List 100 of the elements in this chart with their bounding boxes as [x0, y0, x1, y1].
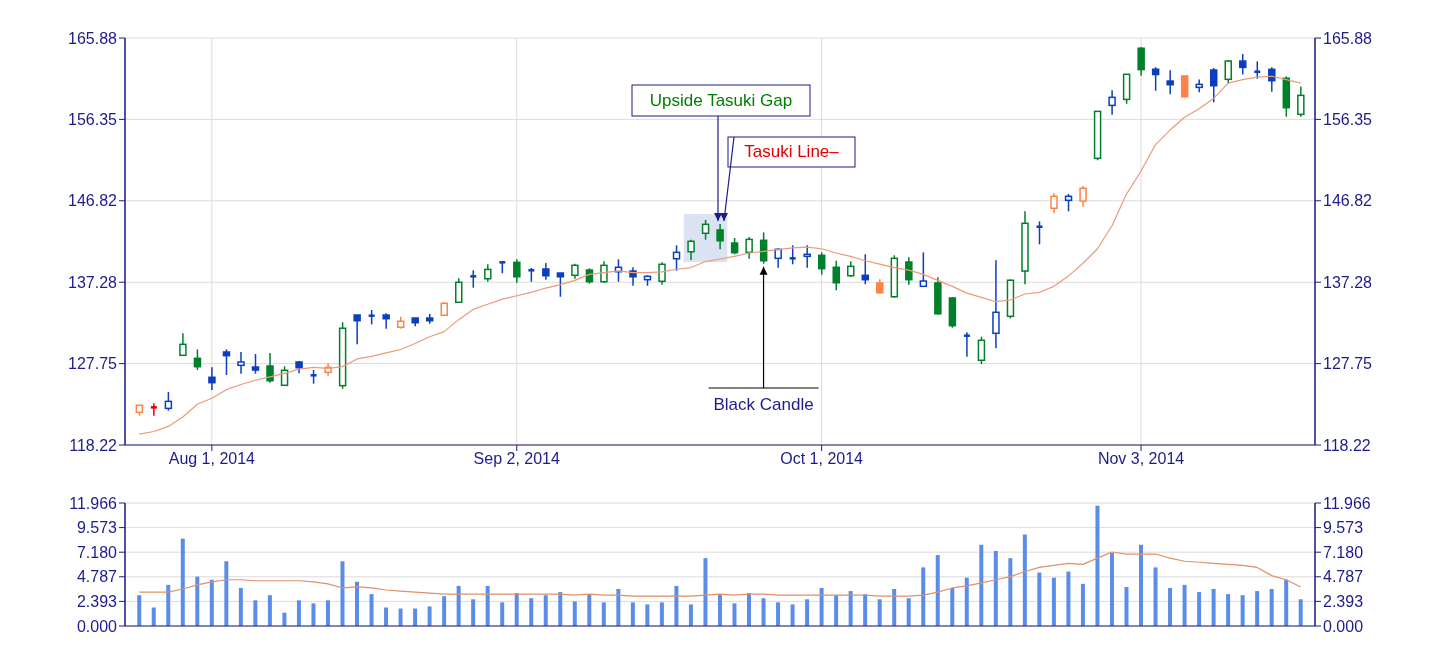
bar: [238, 587, 243, 626]
candlestick: [1195, 78, 1203, 94]
bar: [1037, 572, 1042, 626]
bar: [355, 581, 359, 626]
candlestick: [788, 244, 797, 266]
bar: [442, 596, 447, 626]
bar: [1124, 586, 1129, 626]
bar: [311, 603, 316, 626]
candlestick: [817, 251, 826, 276]
candlestick: [1137, 46, 1145, 77]
y2-tick-label: 118.22: [1323, 436, 1371, 454]
y2-tick-label: 7.180: [1323, 543, 1364, 561]
y-tick-label: 137.28: [68, 273, 118, 291]
candlestick: [208, 366, 216, 391]
bar: [514, 593, 519, 626]
candlestick: [513, 258, 521, 284]
y2-tick-label: 0.000: [1323, 617, 1364, 635]
candlestick: [266, 352, 274, 384]
y-tick-label: 146.82: [68, 192, 118, 210]
candlestick: [1035, 220, 1044, 246]
bar: [732, 603, 737, 626]
bar: [1240, 595, 1245, 626]
bar: [1008, 558, 1013, 626]
y-tick-label: 156.35: [68, 111, 118, 129]
bar: [877, 599, 882, 626]
bar: [834, 595, 839, 626]
bar: [688, 604, 693, 626]
y-tick-label: 9.573: [76, 519, 118, 537]
bar: [1022, 534, 1027, 626]
bar: [906, 598, 911, 626]
bar: [1153, 567, 1158, 626]
candlestick: [672, 244, 681, 272]
bar: [1168, 587, 1173, 626]
bar: [500, 602, 505, 626]
y2-tick-label: 11.966: [1323, 494, 1371, 512]
bar: [921, 567, 926, 626]
bar: [616, 589, 621, 626]
bar: [892, 589, 897, 626]
bar: [950, 587, 955, 626]
candlestick: [1050, 192, 1058, 215]
candlestick: [803, 244, 811, 269]
bar: [1066, 571, 1071, 626]
bar: [340, 561, 345, 626]
y-tick-label: 11.966: [69, 494, 118, 512]
x-tick-label: Nov 3, 2014: [1097, 450, 1185, 468]
bar: [1255, 591, 1260, 626]
candlestick: [1239, 53, 1247, 76]
bar: [1139, 544, 1143, 626]
y-tick-label: 4.787: [76, 568, 118, 586]
bar: [993, 550, 998, 626]
bar: [558, 592, 563, 626]
bar: [1080, 583, 1085, 626]
line-series: [138, 551, 1302, 597]
bar: [209, 579, 214, 626]
candlestick: [382, 312, 390, 330]
x-tick-label: Oct 1, 2014: [780, 450, 864, 468]
candlestick: [1268, 66, 1276, 93]
candlestick: [962, 331, 972, 358]
bar: [180, 538, 185, 626]
x-tick-label: Sep 2, 2014: [473, 450, 560, 468]
bar: [659, 602, 664, 626]
y2-tick-label: 146.82: [1323, 192, 1373, 210]
bar: [848, 591, 853, 626]
candlestick: [701, 219, 710, 241]
candlestick: [1108, 89, 1116, 116]
candlestick: [992, 259, 1000, 350]
bar: [137, 595, 142, 626]
candlestick: [251, 353, 260, 375]
bar: [630, 602, 635, 626]
y-tick-label: 0.000: [76, 617, 118, 635]
candlestick: [1180, 75, 1189, 99]
x-tick-label: Aug 1, 2014: [168, 450, 256, 468]
candlestick: [919, 251, 928, 288]
bar: [863, 594, 868, 626]
y2-tick-label: 9.573: [1323, 519, 1364, 537]
bar: [1095, 505, 1100, 626]
y-tick-label: 127.75: [68, 355, 118, 373]
candlestick: [1166, 69, 1174, 96]
bar: [296, 600, 301, 626]
candlestick: [1209, 67, 1218, 104]
bar: [747, 593, 751, 626]
y2-tick-label: 2.393: [1323, 593, 1364, 611]
bar: [267, 595, 272, 626]
bar: [805, 599, 810, 626]
bar: [1051, 577, 1056, 626]
bar: [151, 607, 156, 626]
candlestick: [687, 238, 695, 261]
y2-tick-label: 156.35: [1323, 111, 1373, 129]
bar: [790, 604, 795, 626]
candlestick: [658, 261, 666, 286]
bar: [1109, 553, 1114, 626]
y2-tick-label: 137.28: [1323, 273, 1373, 291]
candlestick: [149, 402, 159, 417]
bar: [761, 598, 766, 626]
annotation: Tasuki Line–: [744, 142, 839, 162]
bar: [282, 612, 287, 626]
bar: [529, 598, 534, 626]
candlestick: [832, 259, 840, 292]
y2-tick-label: 127.75: [1323, 355, 1373, 373]
bar: [195, 576, 200, 626]
